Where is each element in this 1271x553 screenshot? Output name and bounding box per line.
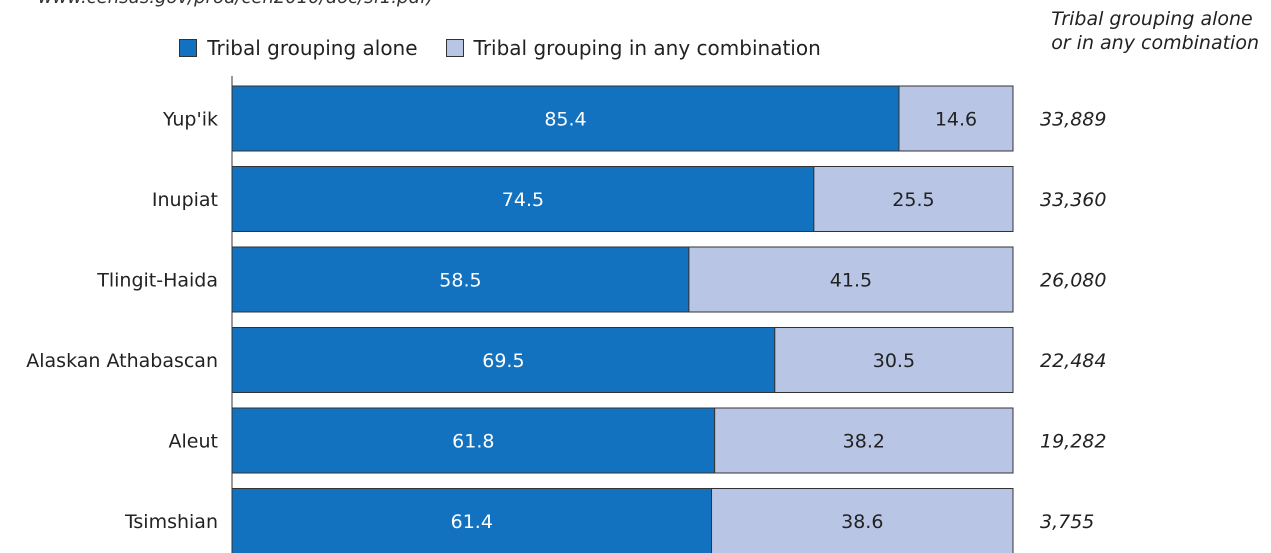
legend-swatch-alone	[179, 39, 198, 57]
total-column-header: Tribal grouping alone or in any combinat…	[1051, 7, 1259, 55]
category-label: Alaskan Athabascan	[26, 350, 218, 372]
data-label-combination: 25.5	[892, 189, 934, 211]
data-label-combination: 14.6	[935, 109, 977, 131]
legend-item-alone: Tribal grouping alone	[179, 36, 418, 60]
data-label-combination: 38.6	[841, 511, 883, 533]
bar-segment-combination	[774, 327, 1014, 393]
total-value-label: 3,755	[1040, 511, 1094, 533]
bar-segment-alone	[231, 246, 690, 313]
total-header-line2: or in any combination	[1051, 32, 1259, 54]
total-value-label: 33,889	[1040, 109, 1106, 131]
data-label-alone: 61.4	[451, 511, 493, 533]
data-label-combination: 38.2	[843, 431, 885, 453]
legend-item-combination: Tribal grouping in any combination	[445, 36, 821, 60]
legend-label-combination: Tribal grouping in any combination	[473, 36, 821, 60]
total-value-label: 22,484	[1040, 350, 1106, 372]
total-header-line1: Tribal grouping alone	[1051, 8, 1253, 30]
data-label-alone: 74.5	[502, 189, 544, 211]
bar-segment-combination	[813, 166, 1014, 232]
bar-segment-combination	[898, 85, 1014, 152]
bar-segment-alone	[231, 488, 713, 553]
chart-legend: Tribal grouping alone Tribal grouping in…	[0, 36, 1000, 60]
legend-label-alone: Tribal grouping alone	[207, 36, 418, 60]
bar-segment-alone	[231, 327, 776, 393]
category-label: Inupiat	[152, 189, 218, 211]
total-value-label: 19,282	[1040, 431, 1106, 453]
bar-segment-combination	[711, 488, 1014, 553]
bar-segment-alone	[231, 85, 900, 152]
category-label: Yup'ik	[162, 109, 218, 131]
data-label-combination: 30.5	[873, 350, 915, 372]
data-label-combination: 41.5	[830, 270, 872, 292]
category-label: Tsimshian	[124, 511, 218, 533]
bar-segment-combination	[714, 407, 1014, 474]
category-label: Aleut	[169, 431, 218, 453]
total-value-label: 26,080	[1040, 270, 1106, 292]
data-label-alone: 58.5	[439, 270, 481, 292]
data-label-alone: 61.8	[452, 431, 494, 453]
legend-swatch-combination	[445, 39, 464, 57]
source-note: www.census.gov/prod/cen2010/doc/sf1.pdf)	[38, 0, 433, 8]
bar-segment-combination	[688, 246, 1014, 313]
data-label-alone: 69.5	[482, 350, 524, 372]
data-label-alone: 85.4	[544, 109, 586, 131]
bar-segment-alone	[231, 407, 716, 474]
category-label: Tlingit-Haida	[96, 270, 218, 292]
total-value-label: 33,360	[1040, 189, 1106, 211]
